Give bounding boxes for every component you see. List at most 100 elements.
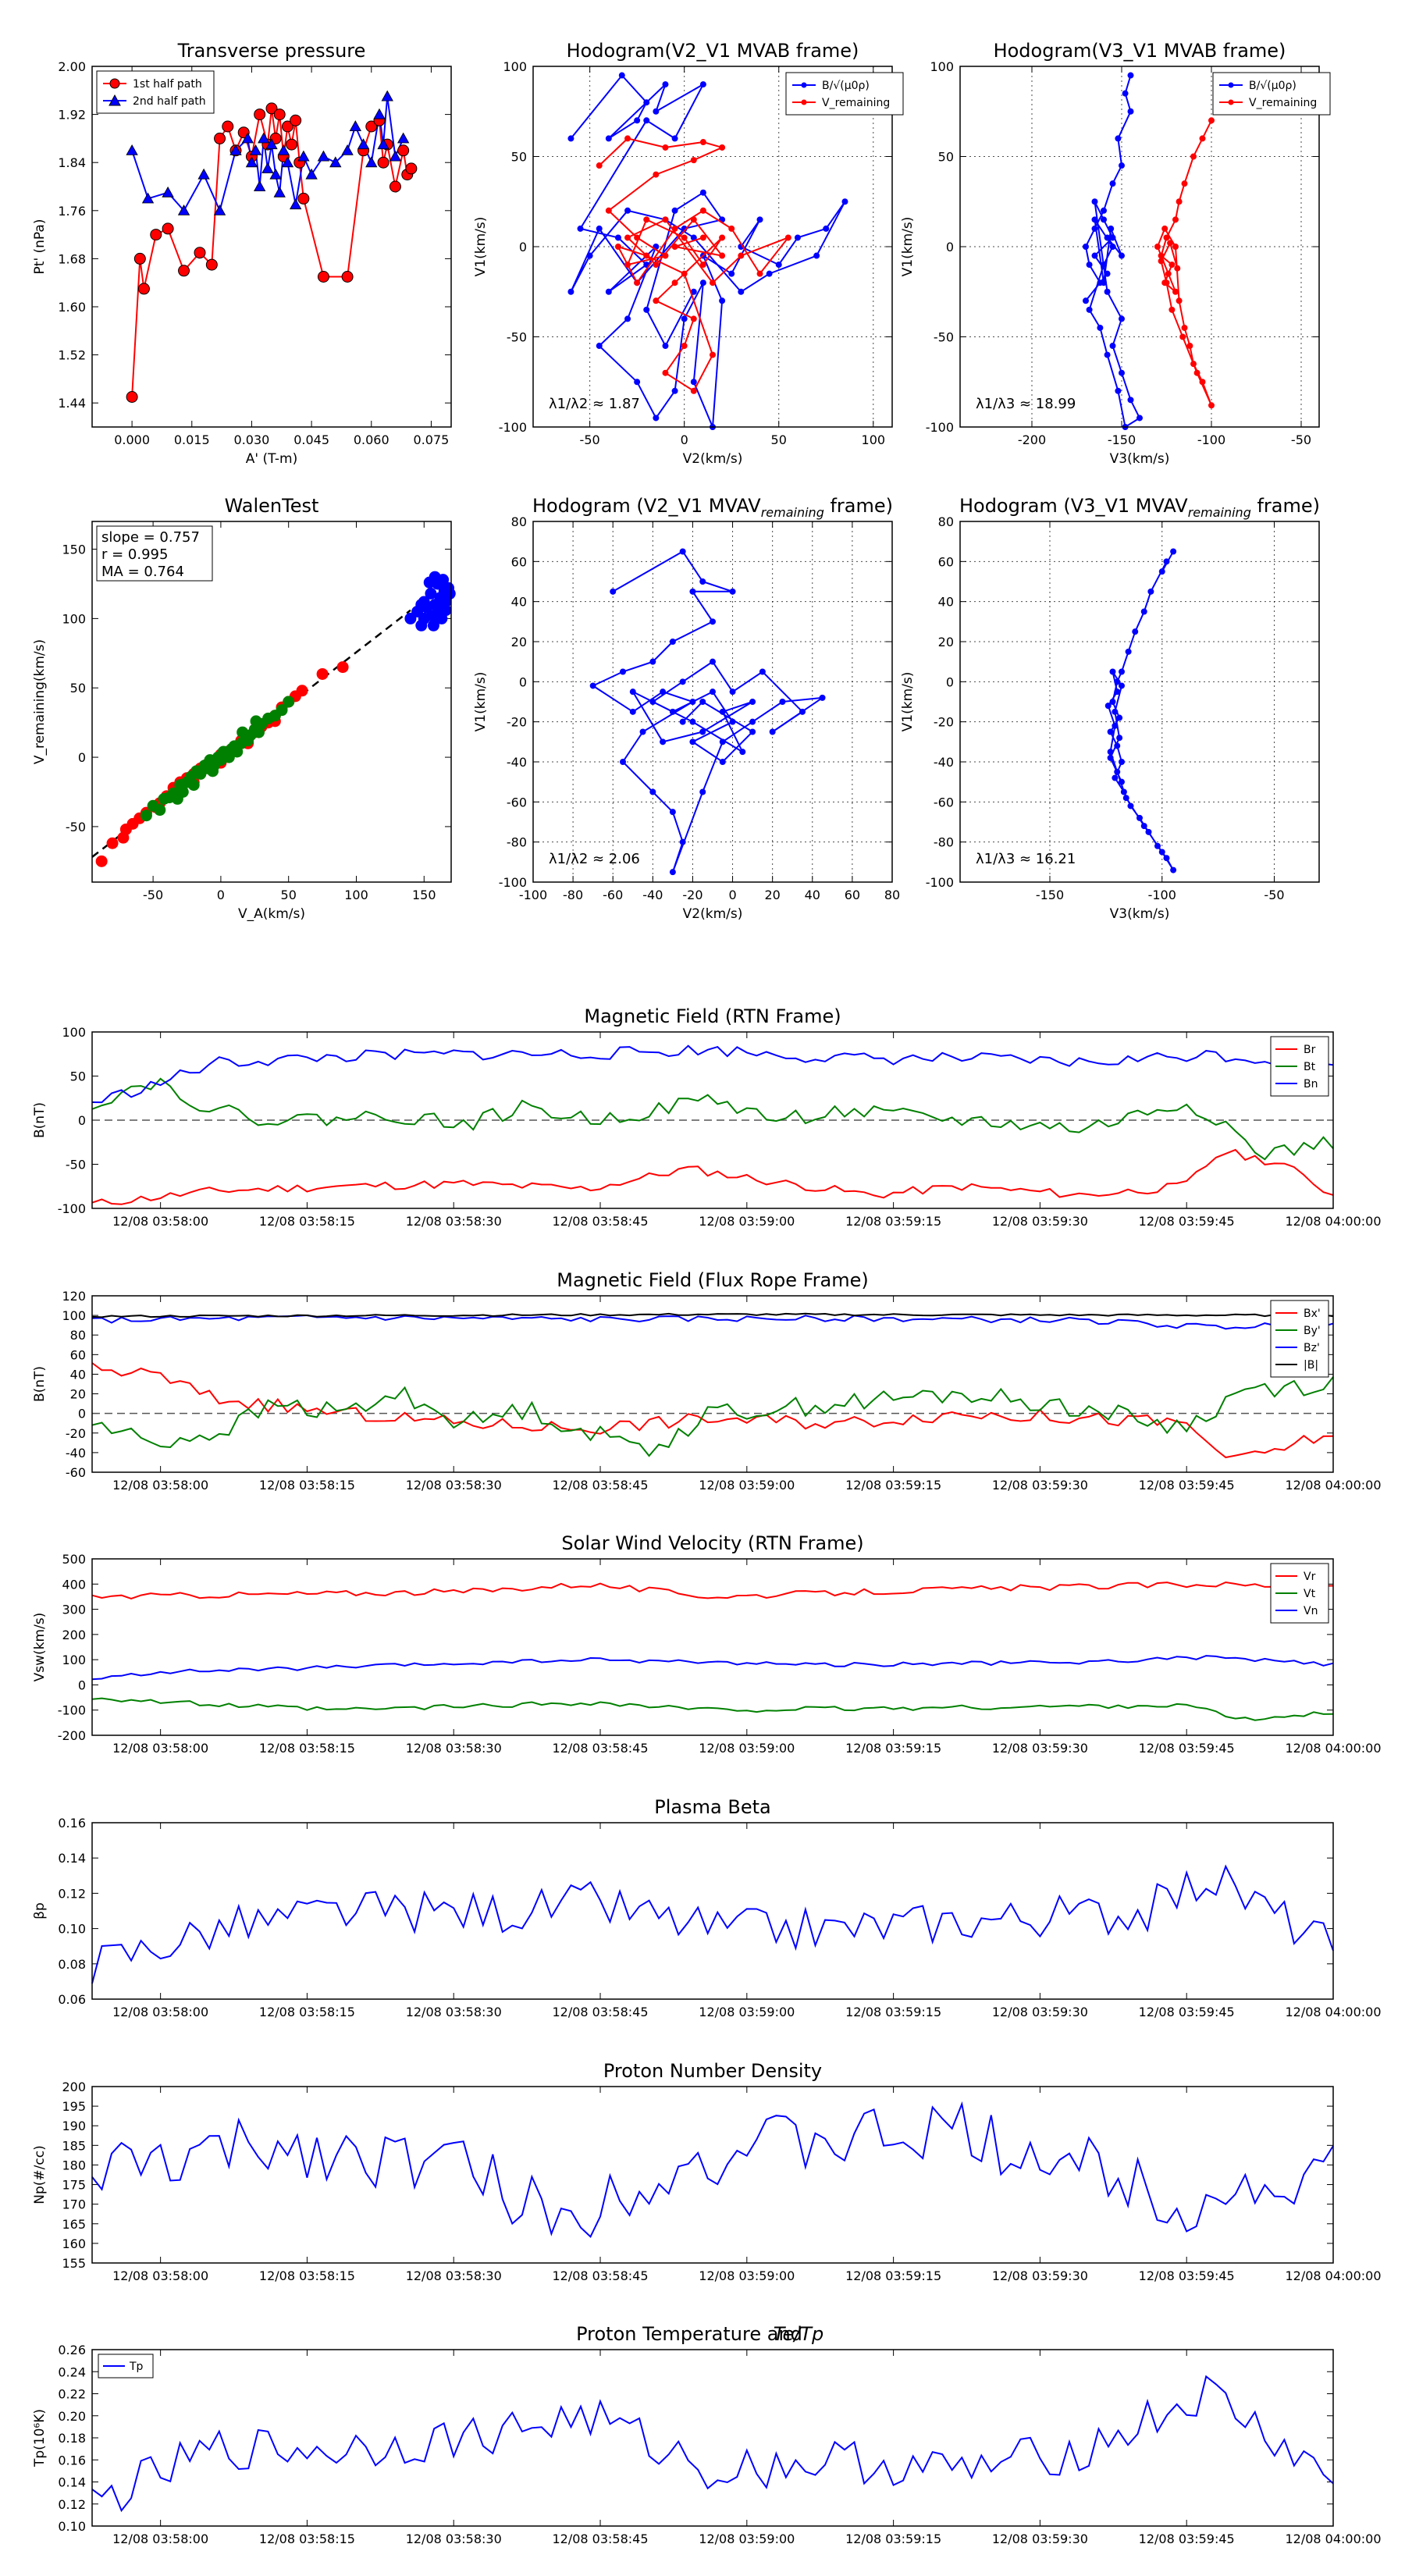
data-point-2nd — [126, 144, 138, 155]
x-tick-label: 12/08 03:58:30 — [406, 2268, 502, 2283]
data-point — [710, 688, 716, 696]
y-tick-label: 100 — [62, 1308, 86, 1323]
data-point — [1172, 216, 1179, 223]
y-tick-label: -200 — [58, 1728, 86, 1743]
data-point — [719, 144, 726, 151]
chart-title-main: Hodogram (V3_V1 MVAV — [959, 495, 1188, 517]
y-axis-label: V_remaining(km/s) — [32, 639, 48, 764]
y-tick-label: 0.20 — [58, 2409, 86, 2424]
data-point — [1109, 244, 1116, 250]
data-point — [649, 658, 656, 665]
data-point — [95, 855, 108, 867]
y-tick-label: 0.10 — [58, 1922, 86, 1937]
x-tick-label: 12/08 03:58:45 — [552, 1478, 648, 1493]
data-point — [1120, 788, 1127, 795]
panel-mag_rtn: -100 -50 0 50 100 12/08 03:58:00 12/08 03:58:1… — [32, 1005, 1382, 1229]
data-point — [699, 279, 706, 286]
panel-mag_fr: -60 -40 -20 0 20 40 60 80 100 120 12/08 03:58:00 12… — [32, 1269, 1382, 1493]
y-tick-label: 1.76 — [58, 204, 86, 219]
data-point — [653, 297, 660, 304]
data-point — [1147, 588, 1154, 595]
data-point — [1132, 628, 1139, 635]
y-tick-label: 0.22 — [58, 2387, 86, 2402]
plot-border — [532, 521, 893, 883]
data-point — [662, 343, 669, 350]
data-point — [589, 682, 596, 689]
series-line — [91, 1581, 1334, 1599]
legend — [1212, 72, 1331, 116]
data-point — [1104, 351, 1111, 358]
data-point-1st — [214, 132, 226, 144]
y-axis-label: B(nT) — [32, 1366, 48, 1402]
data-point-1st — [286, 138, 298, 151]
legend-label: V_remaining — [1249, 97, 1317, 109]
plot-area — [92, 1559, 1333, 1735]
y-tick-label: 60 — [70, 1347, 86, 1362]
x-tick-label: 50 — [771, 432, 787, 447]
data-point — [1172, 288, 1179, 295]
data-point — [766, 270, 773, 277]
data-point — [1140, 608, 1147, 615]
data-point — [1163, 279, 1170, 286]
y-tick-label: -100 — [926, 420, 954, 435]
data-point-2nd — [329, 156, 342, 168]
x-tick-label: 12/08 03:59:00 — [699, 2532, 795, 2546]
data-point — [1097, 324, 1104, 331]
plot-area — [92, 2350, 1333, 2526]
data-point — [681, 315, 688, 322]
data-point — [605, 135, 612, 142]
data-point — [794, 234, 801, 241]
data-point-1st — [317, 271, 329, 283]
data-point — [1172, 244, 1179, 250]
series-line — [91, 1044, 1334, 1104]
data-point — [669, 639, 676, 645]
data-point — [738, 288, 745, 295]
data-point — [671, 207, 678, 214]
legend-marker — [1228, 99, 1234, 105]
y-tick-label: -100 — [58, 1201, 86, 1216]
y-axis-label: V1(km/s) — [900, 672, 916, 732]
x-tick-label: 12/08 03:58:00 — [112, 1741, 208, 1756]
data-point — [1112, 774, 1119, 781]
data-point — [1101, 207, 1107, 214]
x-tick-label: 12/08 03:58:15 — [259, 1214, 355, 1229]
y-tick-label: -20 — [66, 1426, 86, 1441]
data-point — [1108, 225, 1115, 232]
data-point — [577, 225, 584, 232]
y-tick-label: 1.60 — [58, 300, 86, 315]
x-tick-label: 12/08 03:59:30 — [992, 2268, 1088, 2283]
data-point — [1181, 180, 1188, 187]
plot-border — [91, 521, 452, 883]
data-point — [624, 315, 631, 322]
stat-text: r = 0.995 — [101, 546, 168, 563]
data-point — [1125, 648, 1132, 655]
y-tick-label: 0.10 — [58, 2519, 86, 2534]
legend-label: Br — [1304, 1044, 1316, 1056]
x-tick-label: -150 — [1036, 888, 1064, 902]
x-tick-label: 12/08 03:58:30 — [406, 1741, 502, 1756]
x-tick-label: 0.075 — [414, 432, 450, 447]
data-point — [296, 685, 308, 697]
data-point-1st — [194, 247, 206, 259]
legend-label: Vt — [1304, 1588, 1316, 1600]
data-point — [699, 81, 706, 88]
eigen-ratio: λ1/λ3 ≈ 18.99 — [976, 396, 1076, 412]
x-tick-label: 100 — [862, 432, 886, 447]
data-point — [669, 708, 676, 715]
x-tick-label: 12/08 03:59:30 — [992, 2532, 1088, 2546]
y-tick-label: 0 — [519, 240, 527, 254]
data-point — [567, 135, 574, 142]
y-tick-label: 0 — [78, 1407, 86, 1421]
data-point — [1109, 180, 1116, 187]
data-point-1st — [150, 229, 162, 241]
data-point-2nd — [349, 120, 362, 132]
data-point — [662, 252, 669, 259]
data-point — [671, 135, 678, 142]
data-point — [679, 718, 686, 725]
data-point-2nd — [389, 150, 402, 162]
y-axis-label: Pt' (nPa) — [32, 219, 48, 275]
y-tick-label: -100 — [926, 875, 954, 890]
data-point — [681, 270, 688, 277]
y-tick-label: 1.44 — [58, 396, 86, 411]
data-point — [634, 279, 641, 286]
